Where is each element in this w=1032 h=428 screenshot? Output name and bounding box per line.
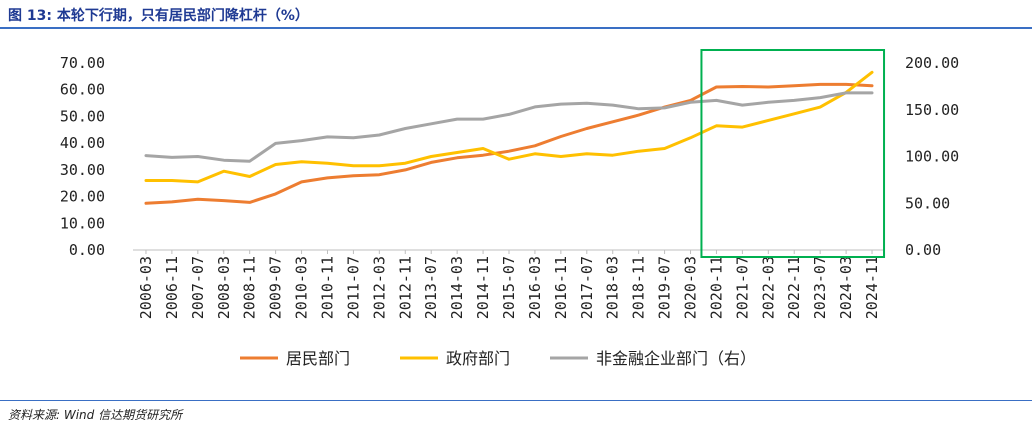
right-tick-label: 200.00 — [905, 54, 959, 72]
right-tick-label: 150.00 — [905, 101, 959, 119]
series-line-1 — [144, 82, 874, 205]
x-tick-label: 2006-03 — [137, 256, 155, 319]
x-tick-label: 2022-03 — [759, 256, 777, 319]
x-tick-label: 2021-07 — [733, 256, 751, 319]
x-tick-label: 2022-11 — [785, 256, 803, 319]
left-tick-label: 50.00 — [60, 107, 105, 125]
x-tick-label: 2020-03 — [682, 256, 700, 319]
x-tick-label: 2014-03 — [448, 256, 466, 319]
x-tick-label: 2008-03 — [215, 256, 233, 319]
x-tick-label: 2019-07 — [656, 256, 674, 319]
left-tick-label: 0.00 — [69, 241, 105, 259]
x-tick-label: 2011-07 — [344, 256, 362, 319]
x-tick-label: 2008-11 — [241, 256, 259, 319]
x-tick-label: 2024-11 — [863, 256, 881, 319]
x-tick-label: 2015-07 — [500, 256, 518, 319]
x-tick-label: 2010-11 — [318, 256, 336, 319]
x-tick-label: 2012-03 — [370, 256, 388, 319]
x-tick-label: 2017-07 — [578, 256, 596, 319]
right-tick-label: 50.00 — [905, 194, 950, 212]
x-tick-label: 2024-03 — [837, 256, 855, 319]
series-line-3 — [144, 91, 874, 163]
x-tick-label: 2006-11 — [163, 256, 181, 319]
left-tick-label: 20.00 — [60, 188, 105, 206]
x-tick-label: 2009-07 — [267, 256, 285, 319]
title-rule — [0, 27, 1032, 29]
x-tick-label: 2020-11 — [707, 256, 725, 319]
legend: 居民部门 政府部门 非金融企业部门（右） — [240, 349, 756, 368]
x-tick-label: 2018-03 — [604, 256, 622, 319]
left-tick-label: 70.00 — [60, 54, 105, 72]
series-line-2 — [144, 70, 874, 184]
right-tick-label: 0.00 — [905, 241, 941, 259]
highlight-rect — [700, 49, 886, 258]
x-tick-label: 2016-11 — [552, 256, 570, 319]
line-chart: 0.0010.0020.0030.0040.0050.0060.0070.00 … — [60, 49, 959, 368]
right-tick-label: 100.00 — [905, 148, 959, 166]
left-axis: 0.00 10.00 20.00 30.00 40.00 50.00 60.00 70.00 — [60, 54, 105, 259]
source-note: 资料来源: Wind 信达期货研究所 — [8, 408, 183, 422]
x-tick-label: 2016-03 — [526, 256, 544, 319]
x-tick-label: 2012-11 — [396, 256, 414, 319]
figure-title: 图 13: 本轮下行期，只有居民部门降杠杆（%） — [8, 8, 309, 24]
x-tick-label: 2023-07 — [811, 256, 829, 319]
x-tick-label: 2010-03 — [293, 256, 311, 319]
series-lines — [144, 70, 874, 205]
highlight-box — [700, 49, 886, 258]
legend-label: 非金融企业部门（右） — [596, 349, 756, 368]
left-tick-label: 40.00 — [60, 134, 105, 152]
x-tick-label: 2018-11 — [630, 256, 648, 319]
x-tick-label: 2014-11 — [474, 256, 492, 319]
x-tick-label: 2013-07 — [422, 256, 440, 319]
x-axis: 2006-03 2006-11 2007-07 2008-03 2008-11 2009-… — [133, 249, 885, 319]
legend-label: 政府部门 — [446, 349, 510, 368]
left-tick-label: 10.00 — [60, 214, 105, 232]
x-tick-label: 2007-07 — [189, 256, 207, 319]
right-axis: 0.00 50.00 100.00 150.00 200.00 — [905, 54, 959, 259]
left-tick-label: 60.00 — [60, 81, 105, 99]
footer-rule — [0, 400, 1032, 401]
left-tick-label: 30.00 — [60, 161, 105, 179]
legend-label: 居民部门 — [286, 349, 350, 368]
